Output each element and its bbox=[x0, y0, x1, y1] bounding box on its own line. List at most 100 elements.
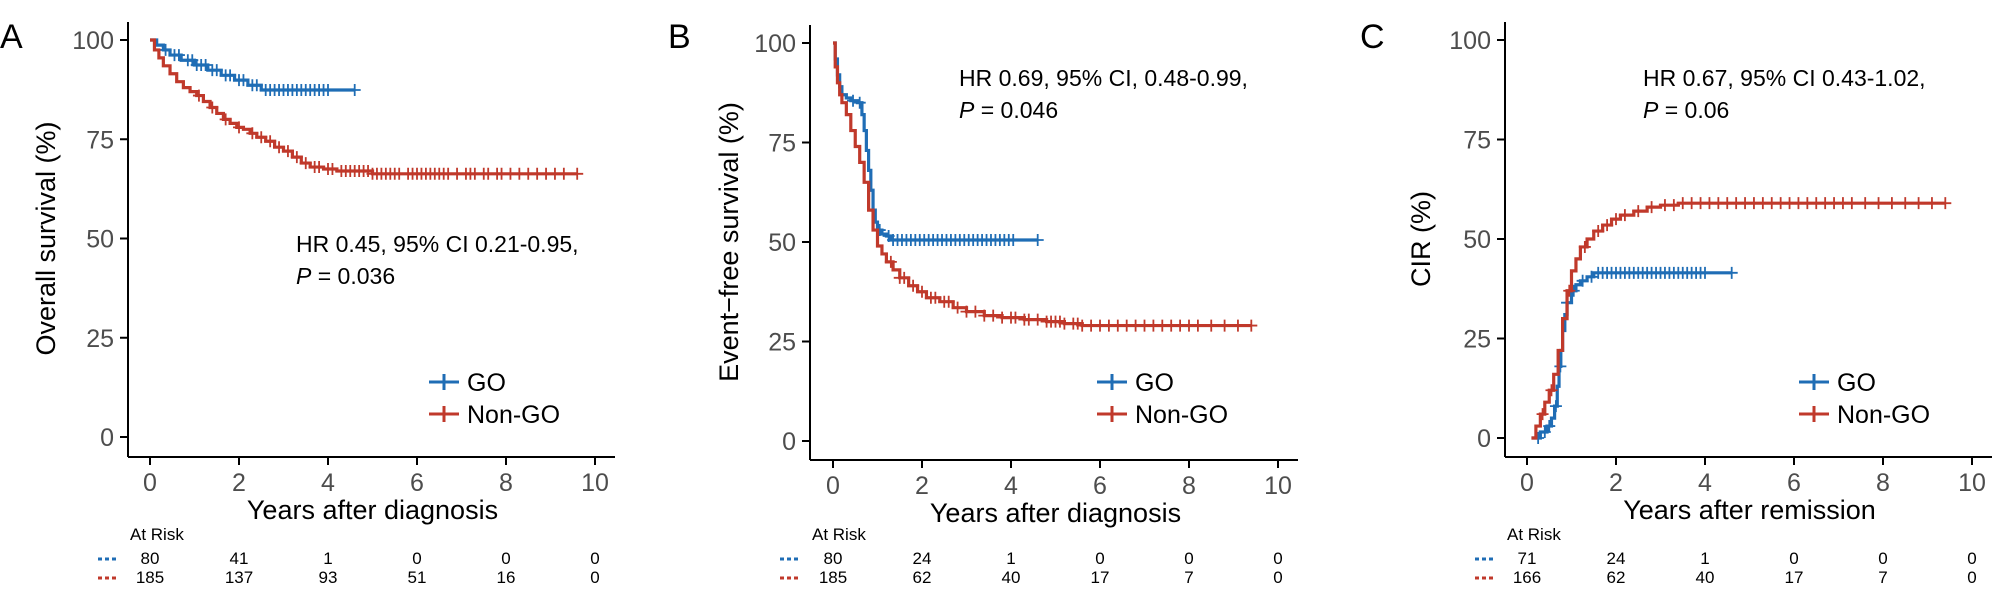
censor-mark bbox=[1859, 197, 1872, 210]
at-risk-count: 7 bbox=[1184, 568, 1193, 587]
legend-swatch bbox=[1799, 374, 1829, 390]
censor-mark bbox=[326, 163, 339, 176]
p-symbol: P bbox=[959, 97, 975, 123]
y-tick-label: 75 bbox=[86, 126, 114, 154]
at-risk-title: At Risk bbox=[1507, 525, 1561, 544]
censor-mark bbox=[942, 295, 955, 308]
legend-label: GO bbox=[467, 369, 506, 397]
censor-mark bbox=[884, 255, 897, 268]
x-tick-label: 6 bbox=[410, 469, 424, 497]
panel-label: B bbox=[668, 18, 691, 56]
censor-mark bbox=[1576, 274, 1589, 287]
y-tick-label: 0 bbox=[100, 424, 114, 452]
legend-item: Non-GO bbox=[429, 401, 560, 429]
censor-mark bbox=[1031, 313, 1044, 326]
at-risk-count: 1 bbox=[323, 549, 332, 568]
x-tick-label: 4 bbox=[321, 469, 335, 497]
censor-mark bbox=[199, 59, 212, 72]
y-tick-label: 0 bbox=[782, 428, 796, 456]
x-tick-label: 0 bbox=[1520, 469, 1534, 497]
y-tick-label: 0 bbox=[1477, 425, 1491, 453]
censor-mark bbox=[250, 79, 263, 92]
p-value: = 0.06 bbox=[1658, 97, 1729, 123]
censor-mark bbox=[1563, 284, 1576, 297]
at-risk-count: 93 bbox=[319, 568, 338, 587]
x-tick-label: 4 bbox=[1698, 469, 1712, 497]
p-value-annotation: P = 0.036 bbox=[296, 263, 395, 289]
censor-mark bbox=[264, 135, 277, 148]
censor-mark bbox=[1725, 266, 1738, 279]
at-risk-count: 80 bbox=[141, 549, 160, 568]
x-tick-label: 6 bbox=[1093, 472, 1107, 500]
at-risk-count: 51 bbox=[408, 568, 427, 587]
censor-mark bbox=[571, 167, 584, 180]
censor-mark bbox=[1939, 197, 1952, 210]
x-tick-label: 2 bbox=[915, 472, 929, 500]
x-tick-label: 8 bbox=[1182, 472, 1196, 500]
y-tick-label: 100 bbox=[1449, 27, 1491, 55]
p-symbol: P bbox=[1643, 97, 1659, 123]
censor-mark bbox=[1545, 384, 1558, 397]
censor-mark bbox=[1667, 199, 1680, 212]
legend-item: GO bbox=[1097, 369, 1174, 397]
censor-mark bbox=[1645, 201, 1658, 214]
at-risk-count: 0 bbox=[1273, 549, 1282, 568]
censor-mark bbox=[1610, 213, 1622, 226]
censor-mark bbox=[246, 127, 259, 140]
y-tick-label: 75 bbox=[1463, 127, 1491, 155]
p-value: = 0.036 bbox=[311, 263, 395, 289]
at-risk-count: 7 bbox=[1878, 568, 1887, 587]
censor-mark bbox=[233, 121, 245, 134]
at-risk-count: 0 bbox=[1273, 568, 1282, 587]
x-tick-label: 10 bbox=[1264, 472, 1292, 500]
censor-mark bbox=[951, 301, 964, 314]
at-risk-count: 0 bbox=[501, 549, 510, 568]
x-tick-label: 10 bbox=[1958, 469, 1986, 497]
censor-mark bbox=[1899, 197, 1912, 210]
censor-mark bbox=[1601, 219, 1614, 232]
x-tick-label: 8 bbox=[1876, 469, 1890, 497]
censor-mark bbox=[273, 141, 286, 154]
censor-mark bbox=[255, 131, 268, 144]
at-risk-count: 1 bbox=[1006, 549, 1015, 568]
at-risk-count: 17 bbox=[1785, 568, 1804, 587]
censor-mark bbox=[281, 145, 294, 158]
censor-mark bbox=[1699, 266, 1711, 279]
at-risk-count: 0 bbox=[1184, 549, 1193, 568]
at-risk-count: 40 bbox=[1002, 568, 1021, 587]
censor-mark bbox=[1578, 240, 1591, 253]
p-value-annotation: P = 0.06 bbox=[1643, 97, 1729, 123]
legend-swatch bbox=[1097, 406, 1127, 422]
at-risk-count: 24 bbox=[1607, 549, 1626, 568]
at-risk-count: 0 bbox=[590, 549, 599, 568]
at-risk-count: 0 bbox=[412, 549, 421, 568]
legend-label: Non-GO bbox=[1135, 401, 1228, 429]
censor-mark bbox=[1191, 319, 1204, 332]
censor-mark bbox=[1245, 319, 1258, 332]
censor-mark bbox=[847, 94, 860, 107]
censor-mark bbox=[1205, 319, 1218, 332]
censor-mark bbox=[299, 157, 312, 170]
y-tick-label: 100 bbox=[72, 27, 114, 55]
censor-mark bbox=[1549, 400, 1562, 413]
legend-swatch bbox=[1799, 406, 1829, 422]
x-axis-title: Years after diagnosis bbox=[247, 495, 498, 525]
censor-mark bbox=[1592, 225, 1605, 238]
censor-mark bbox=[907, 279, 920, 292]
legend-label: Non-GO bbox=[1837, 401, 1930, 429]
y-axis-title: CIR (%) bbox=[1406, 191, 1436, 287]
censor-mark bbox=[206, 101, 219, 114]
censor-mark bbox=[1543, 420, 1556, 433]
legend-label: GO bbox=[1135, 369, 1174, 397]
censor-mark bbox=[916, 285, 928, 298]
censor-mark bbox=[237, 74, 250, 87]
y-axis-title: Overall survival (%) bbox=[31, 121, 61, 355]
survival-curve bbox=[1531, 271, 1732, 440]
legend-label: GO bbox=[1837, 369, 1876, 397]
censor-mark bbox=[1009, 311, 1022, 324]
legend-swatch bbox=[429, 374, 459, 390]
y-axis-title: Event−free survival (%) bbox=[714, 102, 744, 382]
censor-mark bbox=[159, 43, 172, 56]
